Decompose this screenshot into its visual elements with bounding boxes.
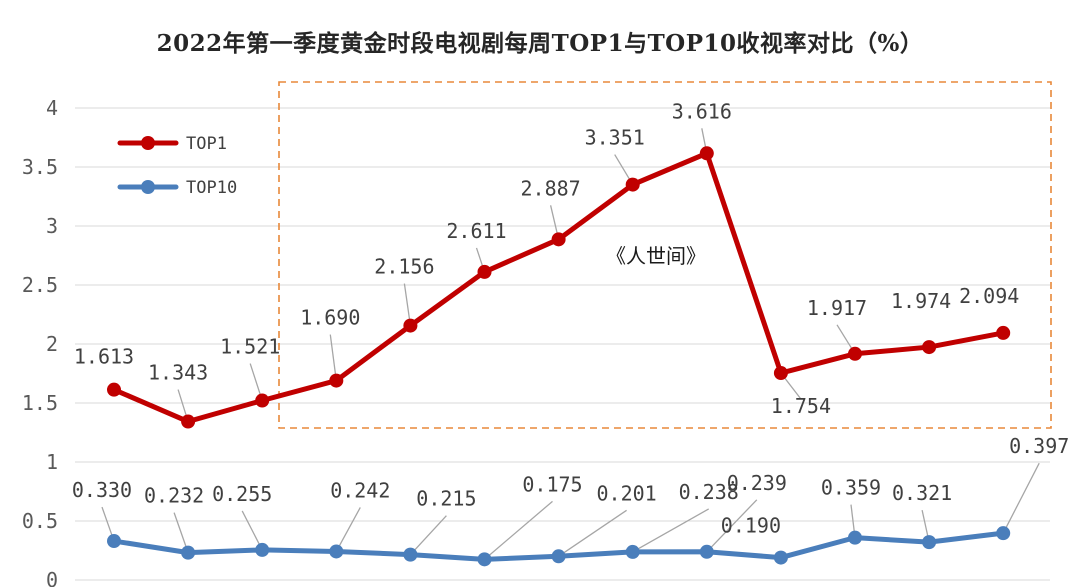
data-label-top10: 0.175 <box>522 472 582 496</box>
series-markers <box>107 146 1011 567</box>
y-tick-label: 3 <box>46 214 58 238</box>
y-tick-label: 3.5 <box>22 155 58 179</box>
leader-line <box>335 507 361 552</box>
data-label-top10: 0.330 <box>72 478 132 502</box>
y-tick-label: 2.5 <box>22 273 58 297</box>
data-point-top1 <box>107 382 121 397</box>
data-point-top10 <box>551 549 566 564</box>
data-point-top1 <box>625 177 640 192</box>
data-point-top10 <box>107 534 121 549</box>
legend-top10-label: TOP10 <box>186 178 237 198</box>
leader-line <box>409 515 447 556</box>
data-label-top10: 0.232 <box>144 484 204 508</box>
data-point-top1 <box>255 393 270 408</box>
annotation-renshijian: 《人世间》 <box>606 244 706 268</box>
leader-line <box>706 499 758 553</box>
data-label-top10: 0.321 <box>892 481 952 505</box>
legend-top1-marker <box>141 136 155 150</box>
data-label-top1: 2.094 <box>959 284 1019 308</box>
legend-top10-marker <box>141 180 155 194</box>
highlight-box <box>278 81 1052 429</box>
data-point-top10 <box>477 552 492 567</box>
data-label-top1: 1.343 <box>148 361 208 385</box>
data-point-top1 <box>848 346 862 361</box>
data-point-top10 <box>773 550 788 565</box>
data-label-top10: 0.190 <box>721 514 781 538</box>
data-label-top1: 1.613 <box>74 345 134 369</box>
data-label-top1: 1.690 <box>300 306 360 330</box>
data-point-top1 <box>551 232 566 247</box>
data-label-top1: 2.156 <box>374 255 434 279</box>
data-point-top1 <box>922 340 937 355</box>
data-label-top1: 1.974 <box>891 289 951 313</box>
leader-line <box>173 512 189 553</box>
data-label-top10: 0.201 <box>596 481 656 505</box>
data-point-top10 <box>922 535 937 550</box>
data-point-top1 <box>477 264 492 279</box>
chart-title: 2022年第一季度黄金时段电视剧每周TOP1与TOP10收视率对比（%） <box>156 30 924 57</box>
y-tick-label: 1 <box>46 450 58 474</box>
data-label-top1: 1.917 <box>807 296 867 320</box>
y-axis-ticks: 0 0.5 1 1.5 2 2.5 3 3.5 4 <box>22 96 58 587</box>
data-point-top1 <box>773 366 788 381</box>
leader-line <box>632 508 710 553</box>
data-point-top10 <box>699 544 714 559</box>
data-point-top10 <box>625 544 640 559</box>
data-label-top1: 1.521 <box>220 335 280 359</box>
data-point-top1 <box>181 414 196 429</box>
data-label-top10: 0.242 <box>330 478 390 502</box>
data-label-top1: 2.611 <box>446 219 506 243</box>
y-tick-label: 4 <box>46 96 58 120</box>
data-label-top1: 3.616 <box>672 99 732 123</box>
data-label-top10: 0.238 <box>679 480 739 504</box>
data-point-top10 <box>329 544 344 559</box>
data-label-top10: 0.359 <box>821 476 881 500</box>
y-tick-label: 0 <box>46 568 58 587</box>
leader-line <box>484 500 553 560</box>
data-point-top1 <box>403 318 418 333</box>
legend: TOP1 TOP10 <box>117 134 237 198</box>
data-point-top10 <box>996 526 1011 541</box>
data-point-top1 <box>699 146 714 161</box>
data-label-top10: 0.397 <box>1009 434 1069 458</box>
data-point-top10 <box>848 530 862 545</box>
data-point-top10 <box>181 545 196 560</box>
y-tick-label: 1.5 <box>22 391 58 415</box>
data-point-top1 <box>996 325 1011 340</box>
y-tick-label: 2 <box>46 332 58 356</box>
data-label-top1: 2.887 <box>520 176 580 200</box>
leader-line <box>558 509 627 557</box>
legend-top1-label: TOP1 <box>186 134 227 154</box>
data-label-top1: 3.351 <box>585 126 645 150</box>
data-label-top1: 1.754 <box>771 394 831 418</box>
data-point-top10 <box>255 542 270 557</box>
leader-line <box>1002 462 1040 534</box>
leader-line <box>403 283 412 326</box>
data-point-top10 <box>403 547 418 562</box>
leader-line <box>241 510 263 551</box>
data-label-top10: 0.255 <box>212 482 272 506</box>
data-labels: 1.613 1.343 1.521 1.690 2.156 2.611 2.887 3.351… <box>72 99 1069 537</box>
y-tick-label: 0.5 <box>22 509 58 533</box>
gridlines <box>75 107 1050 581</box>
data-point-top1 <box>329 373 344 388</box>
leader-line <box>329 334 337 381</box>
data-label-top10: 0.215 <box>416 487 476 511</box>
data-label-top10: 0.239 <box>727 471 787 495</box>
